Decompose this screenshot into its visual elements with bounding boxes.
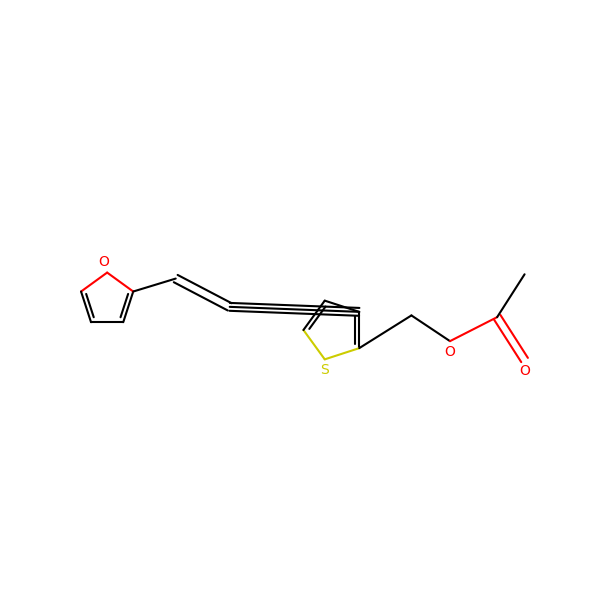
- Text: O: O: [445, 345, 455, 359]
- Text: O: O: [98, 255, 109, 269]
- Text: S: S: [320, 364, 329, 377]
- Text: O: O: [519, 364, 530, 378]
